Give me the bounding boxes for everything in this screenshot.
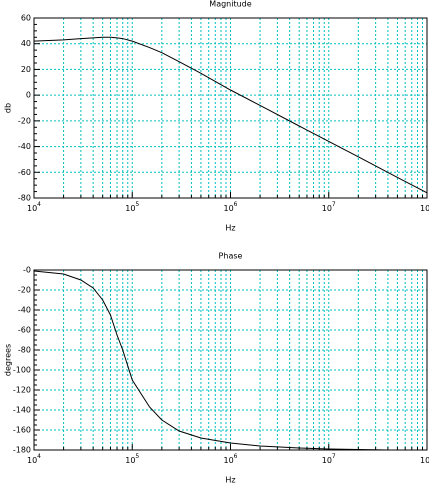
- x-tick-label: 105: [125, 201, 139, 213]
- chart-title: Magnitude: [209, 0, 251, 9]
- x-tick-label: 108: [420, 453, 429, 465]
- y-tick-label: -180: [13, 446, 31, 455]
- x-tick-exponent: 5: [135, 453, 139, 460]
- y-tick-label: -80: [18, 346, 31, 355]
- y-tick-label: 60: [21, 14, 31, 23]
- y-tick-label: -160: [13, 426, 31, 435]
- x-tick-label: 108: [420, 201, 429, 213]
- x-tick-base: 10: [125, 204, 135, 213]
- y-tick-label: -40: [18, 142, 31, 151]
- x-tick-exponent: 7: [332, 453, 336, 460]
- y-tick-label: -120: [13, 386, 31, 395]
- x-tick-label: 105: [125, 453, 139, 465]
- chart-title: Phase: [219, 252, 243, 261]
- x-tick-base: 10: [27, 456, 37, 465]
- plot-frame: [33, 17, 428, 199]
- y-axis-label: degrees: [4, 344, 13, 376]
- x-tick-label: 104: [27, 453, 41, 465]
- x-tick-label: 106: [223, 201, 237, 213]
- x-tick-base: 10: [223, 204, 233, 213]
- x-axis-label: Hz: [225, 476, 235, 484]
- y-tick-label: -60: [18, 168, 31, 177]
- plot-frame: [33, 269, 428, 451]
- y-tick-label: -20: [18, 116, 31, 125]
- x-tick-exponent: 6: [234, 201, 238, 208]
- y-tick-label: 0: [26, 91, 31, 100]
- x-tick-label: 107: [322, 453, 336, 465]
- x-tick-label: 106: [223, 453, 237, 465]
- y-tick-label: 20: [21, 65, 31, 74]
- x-tick-base: 10: [322, 456, 332, 465]
- x-tick-exponent: 7: [332, 201, 336, 208]
- y-tick-label: -40: [18, 306, 31, 315]
- y-tick-label: -20: [18, 286, 31, 295]
- x-tick-label: 104: [27, 201, 41, 213]
- y-tick-label: -80: [18, 194, 31, 203]
- x-tick-base: 10: [420, 204, 429, 213]
- x-tick-base: 10: [125, 456, 135, 465]
- x-tick-base: 10: [223, 456, 233, 465]
- x-tick-exponent: 4: [37, 201, 41, 208]
- x-tick-exponent: 6: [234, 453, 238, 460]
- y-tick-label: 40: [21, 39, 31, 48]
- x-tick-exponent: 4: [37, 453, 41, 460]
- y-axis-label: db: [4, 103, 13, 113]
- data-line: [33, 270, 388, 451]
- x-tick-label: 107: [322, 201, 336, 213]
- data-line: [33, 36, 428, 194]
- y-tick-label: -140: [13, 406, 31, 415]
- x-axis-label: Hz: [225, 224, 235, 233]
- y-tick-label: -60: [18, 326, 31, 335]
- x-tick-base: 10: [420, 456, 429, 465]
- y-tick-label: -100: [13, 366, 31, 375]
- x-tick-base: 10: [27, 204, 37, 213]
- x-tick-exponent: 5: [135, 201, 139, 208]
- y-tick-label: -0: [23, 266, 31, 275]
- x-tick-base: 10: [322, 204, 332, 213]
